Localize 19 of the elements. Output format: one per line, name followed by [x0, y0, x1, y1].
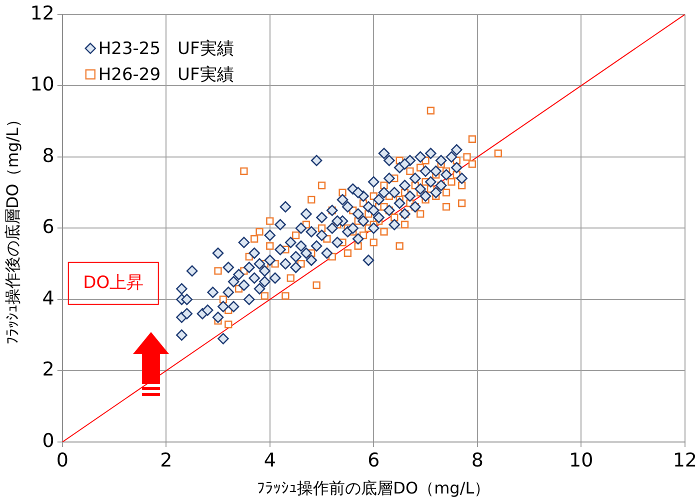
y-tick-label: 2	[42, 358, 54, 381]
legend-label: H26-29 UF実績	[98, 64, 234, 85]
y-tick-label: 12	[30, 2, 54, 24]
x-tick-label: 6	[368, 449, 380, 472]
y-tick-label: 4	[42, 287, 54, 310]
x-tick-label: 4	[264, 449, 276, 472]
x-tick-label: 2	[160, 449, 172, 472]
x-axis-title: ﾌﾗｯｼｭ操作前の底層DO（mg/L）	[257, 478, 490, 498]
legend-label: H23-25 UF実績	[98, 38, 234, 59]
y-tick-label: 0	[42, 430, 54, 452]
y-tick-label: 6	[42, 216, 54, 238]
x-tick-label: 8	[471, 449, 484, 472]
y-tick-label: 8	[42, 144, 54, 167]
x-tick-label: 10	[569, 449, 594, 472]
y-tick-label: 10	[30, 74, 54, 96]
x-tick-label: 12	[672, 449, 698, 472]
annotation: DO上昇	[83, 272, 144, 293]
x-tick-label: 0	[56, 449, 68, 472]
y-axis-title: ﾌﾗｯｼｭ操作後の底層DO（mg/L）	[2, 112, 22, 345]
